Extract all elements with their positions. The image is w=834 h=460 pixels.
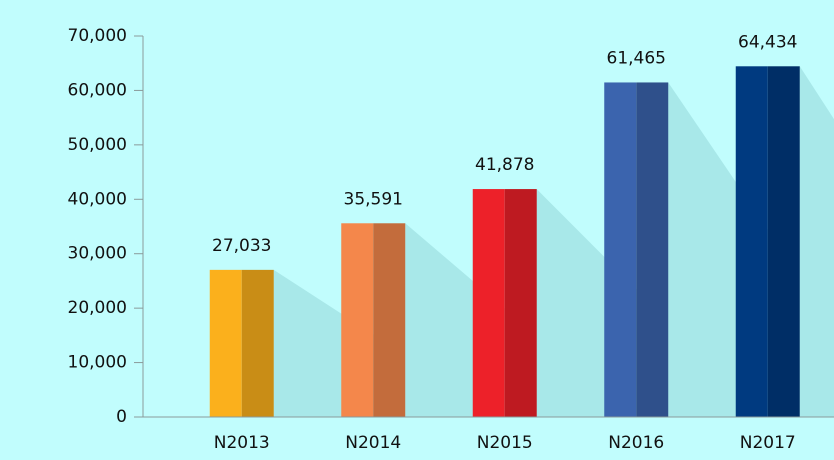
value-label: 61,465 [607,48,666,68]
x-tick-label: N2016 [608,433,664,453]
bar-dark-side [767,66,800,417]
bar [472,189,505,417]
value-label: 41,878 [475,155,534,175]
value-label: 64,434 [738,32,797,52]
y-tick-label: 70,000 [68,26,127,46]
y-tick-label: 50,000 [68,135,127,155]
y-tick-label: 60,000 [68,80,127,100]
bar-dark-side [241,269,274,417]
y-tick-label: 10,000 [68,353,127,373]
y-tick-label: 20,000 [68,298,127,318]
y-tick-label: 30,000 [68,244,127,264]
bar [604,82,637,418]
bar-dark-side [504,189,537,417]
bar-shadow [799,66,834,417]
bar [209,269,242,417]
bar [341,223,374,417]
value-label: 27,033 [212,236,271,256]
y-tick-label: 0 [116,407,127,427]
bar-dark-side [373,223,406,417]
x-tick-label: N2015 [477,433,533,453]
x-tick-label: N2017 [740,433,796,453]
x-tick-label: N2013 [214,433,270,453]
x-tick-label: N2014 [345,433,401,453]
value-label: 35,591 [344,189,403,209]
bar-dark-side [636,82,669,418]
bar [735,66,768,417]
y-tick-label: 40,000 [68,189,127,209]
